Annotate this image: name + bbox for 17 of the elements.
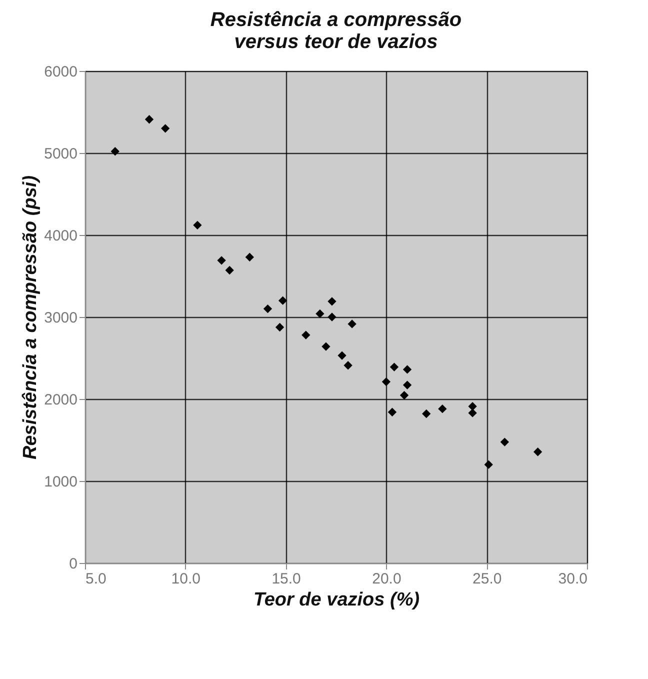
y-tick-label: 4000	[44, 228, 78, 244]
x-tick-label: 5.0	[86, 570, 106, 588]
x-axis-title: Teor de vazios (%)	[253, 590, 420, 610]
y-tick-label: 2000	[44, 392, 78, 408]
y-tick-label: 6000	[44, 64, 78, 80]
y-tick-label: 5000	[44, 146, 78, 162]
y-tick-label: 3000	[44, 310, 78, 326]
y-tick-label: 1000	[44, 474, 78, 490]
x-tick-label: 15.0	[272, 570, 301, 588]
x-tick-label: 25.0	[472, 570, 502, 588]
x-tick-label: 20.0	[372, 570, 402, 588]
text: Resistência a compressão	[210, 9, 462, 31]
x-tick-label: 30.0	[558, 570, 588, 588]
y-tick-label: 0	[69, 556, 78, 572]
text: versus teor de vazios	[234, 31, 438, 53]
y-axis-title: Resistência a compressão (psi)	[20, 175, 42, 460]
x-tick-label: 10.0	[171, 570, 200, 588]
